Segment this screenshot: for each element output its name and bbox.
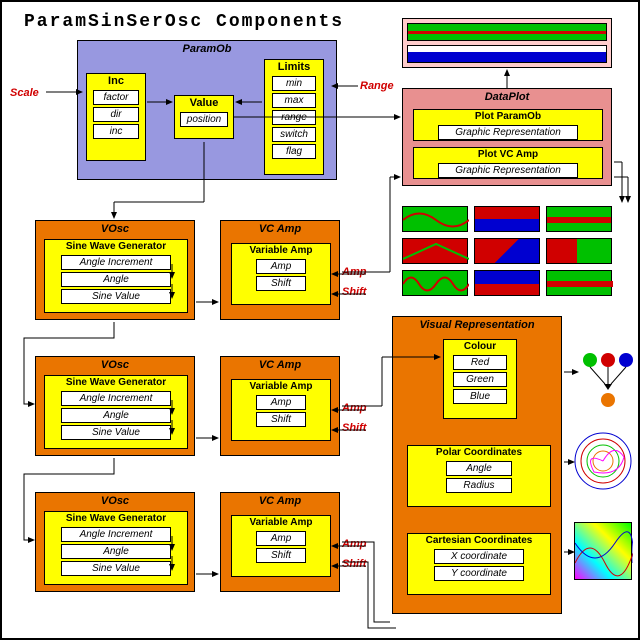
- inc-inc: inc: [93, 124, 139, 139]
- vcamp-3-sub-title: Variable Amp: [232, 516, 330, 529]
- range-label: Range: [360, 80, 394, 92]
- amp-2-label: Amp: [342, 402, 366, 414]
- vcamp-1-title: VC Amp: [221, 221, 339, 237]
- cart-y: Y coordinate: [434, 566, 524, 581]
- limits-flag: flag: [272, 144, 316, 159]
- vosc-2-f1: Angle: [61, 408, 171, 423]
- page-title: ParamSinSerOsc Components: [24, 12, 344, 32]
- vosc-3-f1: Angle: [61, 544, 171, 559]
- vosc-3: VOsc Sine Wave Generator Angle Increment…: [35, 492, 195, 592]
- vosc-3-f2: Sine Value: [61, 561, 171, 576]
- visrep-title: Visual Representation: [393, 317, 561, 333]
- colour-box: Colour Red Green Blue: [443, 339, 517, 419]
- vcamp-2-title: VC Amp: [221, 357, 339, 373]
- polar-output: [574, 432, 632, 490]
- rgb-dots: [580, 350, 636, 415]
- dataplot-title: DataPlot: [403, 89, 611, 105]
- value-position: position: [180, 112, 228, 127]
- vcamp-3: VC Amp Variable Amp Amp Shift: [220, 492, 340, 592]
- vosc-2-f0: Angle Increment: [61, 391, 171, 406]
- vcamp-1-sub: Variable Amp Amp Shift: [231, 243, 331, 305]
- vosc-3-gen-title: Sine Wave Generator: [45, 512, 187, 525]
- vcamp-2-sub: Variable Amp Amp Shift: [231, 379, 331, 441]
- vosc-1-f2: Sine Value: [61, 289, 171, 304]
- cart-x: X coordinate: [434, 549, 524, 564]
- vosc-3-gen: Sine Wave Generator Angle Increment Angl…: [44, 511, 188, 585]
- inc-box: Inc factor dir inc: [86, 73, 146, 161]
- top-plot-preview: [402, 18, 612, 68]
- vosc-1-f0: Angle Increment: [61, 255, 171, 270]
- limits-title: Limits: [265, 60, 323, 74]
- vosc-1-title: VOsc: [36, 221, 194, 237]
- cart-title: Cartesian Coordinates: [408, 534, 550, 547]
- vosc-2: VOsc Sine Wave Generator Angle Increment…: [35, 356, 195, 456]
- colour-blue: Blue: [453, 389, 507, 404]
- inc-dir: dir: [93, 107, 139, 122]
- vcamp-2-sub-title: Variable Amp: [232, 380, 330, 393]
- plot-vcamp-title: Plot VC Amp: [414, 148, 602, 161]
- vosc-2-gen: Sine Wave Generator Angle Increment Angl…: [44, 375, 188, 449]
- vcamp-1-sub-title: Variable Amp: [232, 244, 330, 257]
- value-box: Value position: [174, 95, 234, 139]
- colour-title: Colour: [444, 340, 516, 353]
- cart-box: Cartesian Coordinates X coordinate Y coo…: [407, 533, 551, 595]
- paramob-block: ParamOb Inc factor dir inc Value positio…: [77, 40, 337, 180]
- plot-vcamp-rep: Graphic Representation: [438, 163, 578, 178]
- amp-3-label: Amp: [342, 538, 366, 550]
- amp-1-label: Amp: [342, 266, 366, 278]
- vcamp-1: VC Amp Variable Amp Amp Shift: [220, 220, 340, 320]
- vcamp-3-shift: Shift: [256, 548, 306, 563]
- colour-green: Green: [453, 372, 507, 387]
- vosc-2-f2: Sine Value: [61, 425, 171, 440]
- limits-box: Limits min max range switch flag: [264, 59, 324, 175]
- polar-box: Polar Coordinates Angle Radius: [407, 445, 551, 507]
- polar-radius: Radius: [446, 478, 512, 493]
- polar-angle: Angle: [446, 461, 512, 476]
- vosc-1-gen: Sine Wave Generator Angle Increment Angl…: [44, 239, 188, 313]
- plot-vcamp: Plot VC Amp Graphic Representation: [413, 147, 603, 179]
- plot-paramob-title: Plot ParamOb: [414, 110, 602, 123]
- plot-paramob: Plot ParamOb Graphic Representation: [413, 109, 603, 141]
- shift-1-label: Shift: [342, 286, 366, 298]
- inc-title: Inc: [87, 74, 145, 88]
- vcamp-3-amp: Amp: [256, 531, 306, 546]
- cart-output: [574, 522, 632, 580]
- vosc-3-f0: Angle Increment: [61, 527, 171, 542]
- waveform-grid: [402, 206, 612, 296]
- vcamp-2: VC Amp Variable Amp Amp Shift: [220, 356, 340, 456]
- vosc-1-f1: Angle: [61, 272, 171, 287]
- value-title: Value: [175, 96, 233, 110]
- shift-2-label: Shift: [342, 422, 366, 434]
- vosc-2-title: VOsc: [36, 357, 194, 373]
- vosc-2-gen-title: Sine Wave Generator: [45, 376, 187, 389]
- vosc-1: VOsc Sine Wave Generator Angle Increment…: [35, 220, 195, 320]
- polar-title: Polar Coordinates: [408, 446, 550, 459]
- dataplot-block: DataPlot Plot ParamOb Graphic Representa…: [402, 88, 612, 186]
- vcamp-3-title: VC Amp: [221, 493, 339, 509]
- vcamp-2-shift: Shift: [256, 412, 306, 427]
- vcamp-1-shift: Shift: [256, 276, 306, 291]
- inc-factor: factor: [93, 90, 139, 105]
- scale-label: Scale: [10, 87, 39, 99]
- limits-switch: switch: [272, 127, 316, 142]
- vosc-3-title: VOsc: [36, 493, 194, 509]
- limits-min: min: [272, 76, 316, 91]
- limits-range: range: [272, 110, 316, 125]
- limits-max: max: [272, 93, 316, 108]
- vcamp-2-amp: Amp: [256, 395, 306, 410]
- vcamp-3-sub: Variable Amp Amp Shift: [231, 515, 331, 577]
- shift-3-label: Shift: [342, 558, 366, 570]
- vcamp-1-amp: Amp: [256, 259, 306, 274]
- vosc-1-gen-title: Sine Wave Generator: [45, 240, 187, 253]
- colour-red: Red: [453, 355, 507, 370]
- visrep-block: Visual Representation Colour Red Green B…: [392, 316, 562, 614]
- paramob-title: ParamOb: [78, 41, 336, 57]
- plot-paramob-rep: Graphic Representation: [438, 125, 578, 140]
